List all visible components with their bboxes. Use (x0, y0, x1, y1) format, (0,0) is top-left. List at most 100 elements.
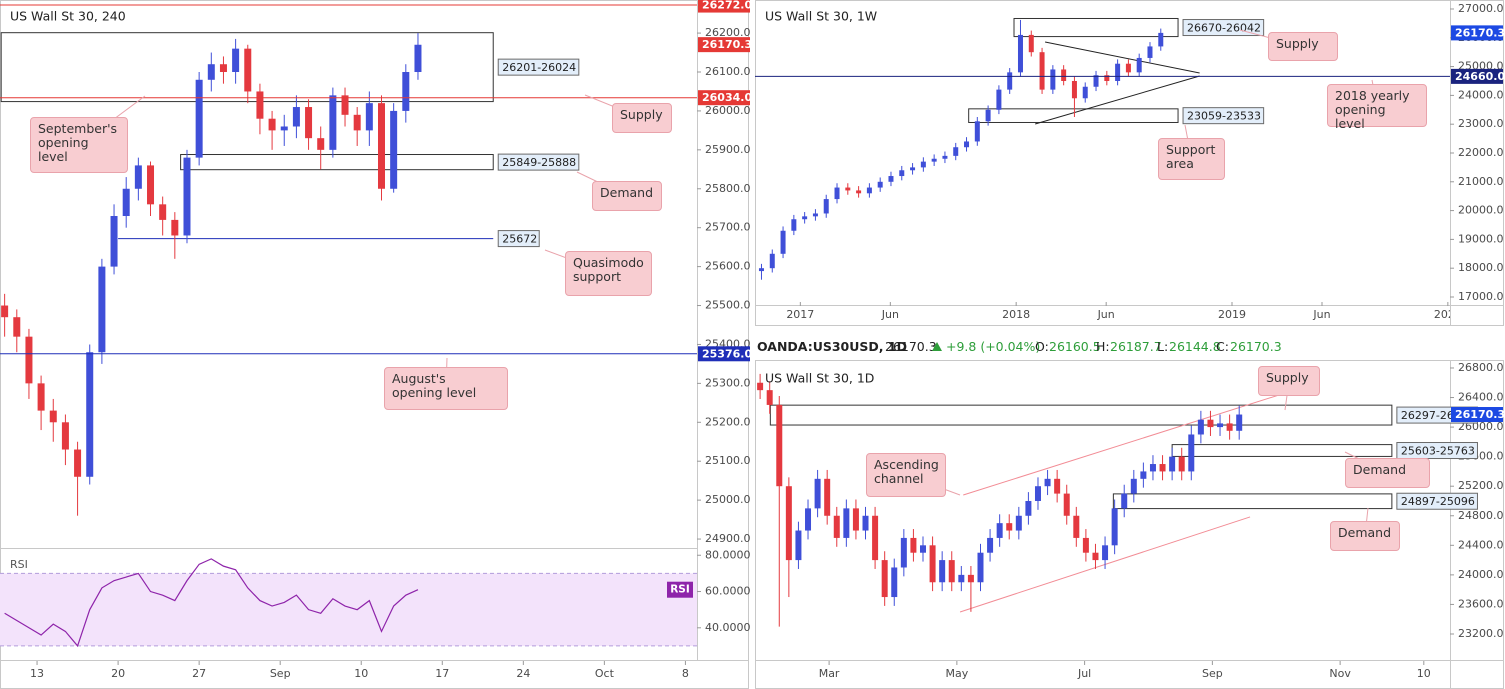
y-tick-label: 26100.0 (705, 65, 751, 78)
y-tick-label: 24900.0 (705, 532, 751, 545)
rsi-badge (667, 581, 693, 598)
up-arrow-icon (932, 342, 942, 351)
candle-body (1115, 63, 1121, 81)
x-tick-label: Mar (819, 667, 840, 680)
candle-body (1130, 478, 1137, 494)
x-tick-label: Jul (1077, 667, 1091, 680)
candle-body (845, 187, 851, 191)
candle-body (1102, 545, 1109, 561)
rsi-band (0, 573, 697, 646)
candle-body (920, 545, 927, 553)
candle-body (891, 567, 898, 598)
x-tick-label: 27 (192, 667, 206, 680)
price-label: 26170.3 (1455, 408, 1505, 421)
candle-body (1147, 46, 1153, 58)
header-low: 26144.8 (1169, 339, 1221, 354)
candle-body (244, 48, 252, 92)
y-tick-label: 23200.0 (1458, 627, 1504, 640)
candle-body (1217, 423, 1224, 428)
x-axis: Mar May Jul Sep Nov 10 (819, 661, 1431, 680)
y-tick-label: 25200.0 (1458, 479, 1504, 492)
x-tick-label: 8 (682, 667, 689, 680)
zone-label: 25849-25888 (502, 156, 576, 169)
candle-body (219, 64, 227, 73)
callout: September's opening level (30, 117, 128, 173)
candle-body (13, 317, 21, 337)
x-tick-label: May (945, 667, 968, 680)
candle-body (843, 508, 850, 538)
candle-body (964, 141, 970, 148)
y-tick-label: 24400.0 (1458, 538, 1504, 551)
plot-area (758, 17, 1200, 280)
panel-frame (755, 0, 1504, 326)
candle-body (802, 216, 808, 220)
candle-body (329, 95, 337, 150)
segment-label: 25672 (502, 233, 537, 246)
price-label-box (1451, 407, 1503, 423)
candle-body (862, 515, 869, 531)
panel-title: US Wall St 30, 1D (765, 371, 874, 386)
zone-label: 24897-25096 (1401, 495, 1475, 508)
x-tick-label: 2017 (786, 308, 814, 321)
candle-body (931, 158, 937, 162)
y-tick-label: 24800.0 (1458, 509, 1504, 522)
price-label-box (698, 37, 750, 53)
trendline (1044, 41, 1200, 74)
candle-body (791, 219, 797, 231)
x-tick-label: 20 (111, 667, 125, 680)
candle-body (25, 336, 33, 384)
y-tick-label: 60.0000 (705, 585, 751, 598)
header-high: 26187.7 (1110, 339, 1162, 354)
candle-body (207, 64, 215, 80)
x-tick-label: 17 (435, 667, 449, 680)
header-open: 26160.5 (1049, 339, 1101, 354)
candle-body (122, 188, 130, 217)
callout: Supply (1268, 32, 1338, 61)
callout: Supply (1258, 366, 1320, 396)
header-high-label: H: (1096, 339, 1110, 354)
candle-body (377, 103, 385, 189)
candle-body (1226, 423, 1233, 431)
candle-body (996, 89, 1002, 110)
panel-title: US Wall St 30, 240 (10, 9, 126, 24)
price-label: 25376.0 (702, 347, 752, 360)
x-axis: 2017 Jun 2018 Jun 2019 Jun 2020 (786, 302, 1450, 321)
candle-body (757, 382, 764, 391)
candle-body (268, 118, 276, 131)
candle-body (900, 537, 907, 568)
candle-body (1082, 537, 1089, 553)
candle-body (939, 560, 946, 583)
x-axis: 13 20 27 Sep 10 17 24 Oct 8 (30, 661, 689, 680)
candle-body (996, 523, 1003, 538)
candle-body (929, 545, 936, 583)
candle-body (1159, 464, 1166, 472)
candle-body (232, 48, 240, 73)
y-tick-label: 23600.0 (1458, 597, 1504, 610)
y-tick-label: 20000.0 (1458, 204, 1504, 217)
header-open-label: O: (1035, 339, 1049, 354)
candle-body (1178, 456, 1185, 472)
callout: Demand (1345, 458, 1430, 488)
candle-body (872, 515, 879, 561)
candle-body (195, 79, 203, 158)
candle-body (256, 91, 264, 119)
candle-body (805, 508, 812, 531)
candle-body (1140, 471, 1147, 479)
candle-body (977, 552, 984, 583)
candle-body (795, 530, 802, 561)
zone-label-box (1396, 442, 1478, 460)
candle-body (910, 167, 916, 171)
y-tick-label: 80.0000 (705, 548, 751, 561)
candle-body (317, 138, 325, 150)
y-tick-label: 26200.0 (705, 26, 751, 39)
candle-body (881, 560, 888, 598)
candle-body (390, 110, 398, 189)
candle-body (1149, 464, 1156, 472)
y-tick-label: 25200.0 (705, 415, 751, 428)
candle-body (812, 213, 818, 217)
header: OANDA:US30USD, 1D 26170.3 +9.8 (+0.04%) … (757, 339, 1282, 354)
callout: Quasimodo support (565, 251, 652, 296)
x-tick-label: Oct (595, 667, 615, 680)
callout: Demand (1330, 521, 1400, 551)
y-tick-label: 40.0000 (705, 621, 751, 634)
